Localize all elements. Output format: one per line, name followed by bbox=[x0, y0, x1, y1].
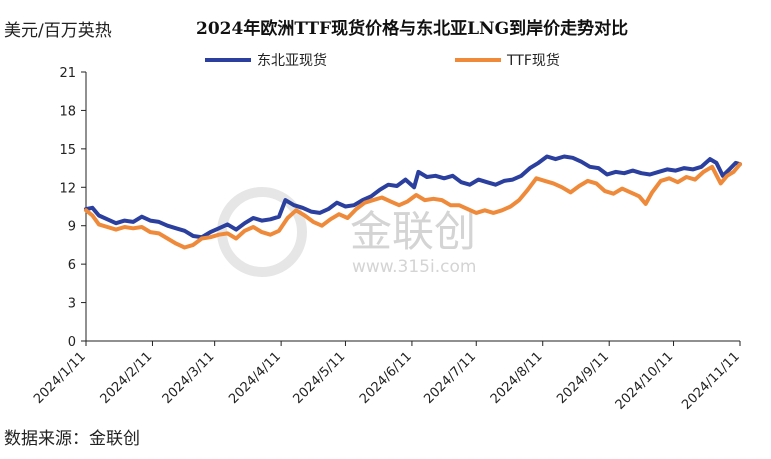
x-tick-label: 2024/7/11 bbox=[421, 349, 479, 407]
legend-label-series-1: 东北亚现货 bbox=[257, 53, 327, 69]
x-tick-label: 2024/1/11 bbox=[31, 349, 89, 407]
y-tick-label: 3 bbox=[68, 297, 76, 312]
y-tick-label: 6 bbox=[68, 258, 76, 273]
x-tick-label: 2024/8/11 bbox=[488, 349, 546, 407]
x-tick-label: 2024/5/11 bbox=[291, 349, 349, 407]
x-tick-label: 2024/4/11 bbox=[226, 349, 284, 407]
y-tick-label: 0 bbox=[68, 335, 76, 350]
chart-title: 2024年欧洲TTF现货价格与东北亚LNG到岸价走势对比 bbox=[196, 19, 629, 39]
legend-label-series-2: TTF现货 bbox=[507, 53, 560, 69]
legend-item-series-2: TTF现货 bbox=[455, 50, 560, 70]
y-tick-label: 9 bbox=[68, 220, 76, 235]
y-tick-label: 21 bbox=[59, 66, 76, 81]
y-axis-unit-label: 美元/百万英热 bbox=[4, 21, 112, 41]
series-line-2 bbox=[84, 162, 742, 250]
x-tick-label: 2024/11/11 bbox=[679, 349, 743, 413]
watermark: 金联创 www.315i.com bbox=[217, 187, 476, 277]
x-tick-label: 2024/3/11 bbox=[160, 349, 218, 407]
y-tick-label: 18 bbox=[59, 104, 76, 119]
y-tick-label: 12 bbox=[59, 181, 76, 196]
x-tick-label: 2024/2/11 bbox=[98, 349, 156, 407]
x-tick-label: 2024/6/11 bbox=[357, 349, 415, 407]
source-note: 数据来源：金联创 bbox=[4, 429, 140, 449]
watermark-url: www.315i.com bbox=[352, 257, 476, 277]
legend-item-series-1: 东北亚现货 bbox=[205, 50, 327, 70]
legend-swatch-series-2 bbox=[455, 58, 501, 62]
x-tick-label: 2024/10/11 bbox=[613, 349, 677, 413]
series-line-1 bbox=[84, 154, 742, 240]
watermark-brand-name: 金联创 bbox=[350, 207, 476, 256]
series-lines bbox=[84, 154, 742, 250]
watermark-logo bbox=[217, 187, 307, 277]
y-tick-label: 15 bbox=[59, 143, 76, 158]
legend-swatch-series-1 bbox=[205, 58, 251, 62]
x-tick-label: 2024/9/11 bbox=[554, 349, 612, 407]
